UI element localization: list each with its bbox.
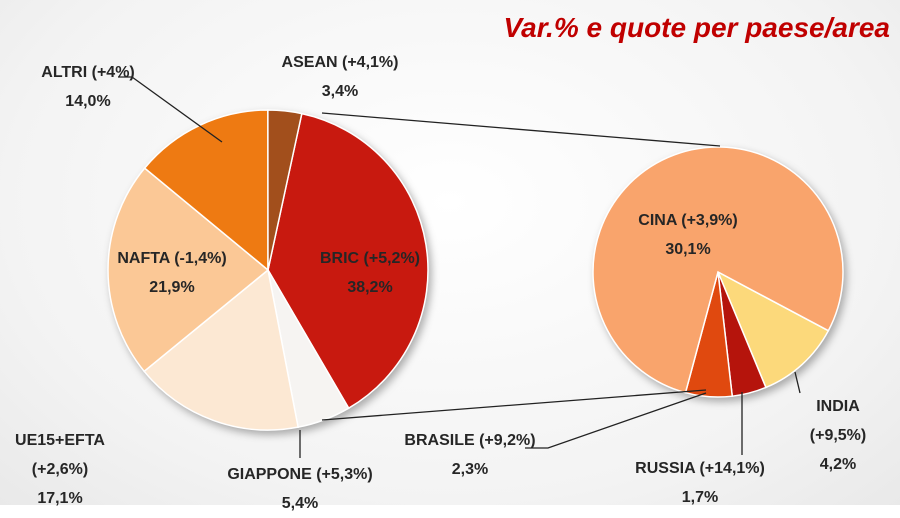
data-label: INDIA (+9,5%) 4,2%	[807, 392, 869, 479]
label-text: 17,1%	[37, 490, 83, 507]
label-text: INDIA (+9,5%)	[809, 398, 867, 444]
label-text: NAFTA (-1,4%)	[117, 250, 227, 267]
connector	[321, 112, 721, 147]
label-text: 14,0%	[65, 93, 111, 110]
label-text: 21,9%	[149, 279, 195, 296]
label-text: 5,4%	[281, 495, 319, 512]
data-label: GIAPPONE (+5,3%) 5,4%	[227, 460, 372, 518]
label-text: 3,4%	[321, 83, 359, 100]
label-text: UE15+EFTA (+2,6%)	[15, 432, 105, 478]
label-text: ALTRI (+4%)	[41, 64, 135, 81]
leaders	[118, 76, 801, 458]
label-text: RUSSIA (+14,1%)	[635, 460, 765, 477]
label-text: ASEAN (+4,1%)	[281, 54, 399, 71]
leader-line	[118, 76, 223, 143]
chart-title: Var.% e quote per paese/area	[503, 12, 891, 43]
pie-slice	[107, 167, 270, 373]
label-text: BRIC (+5,2%)	[319, 250, 421, 267]
label-text: 4,2%	[819, 456, 857, 473]
data-label: CINA (+3,9%) 30,1%	[638, 206, 737, 264]
label-text: 30,1%	[665, 241, 711, 258]
data-label: UE15+EFTA (+2,6%) 17,1%	[15, 426, 105, 513]
data-label: BRASILE (+9,2%) 2,3%	[404, 426, 535, 484]
label-text: CINA (+3,9%)	[638, 212, 738, 229]
leader-line	[525, 392, 707, 449]
data-label: RUSSIA (+14,1%) 1,7%	[635, 454, 765, 512]
pie-slice	[267, 109, 303, 271]
pies	[107, 109, 844, 431]
label-text: GIAPPONE (+5,3%)	[227, 466, 373, 483]
connector	[321, 389, 707, 421]
label-text: BRASILE (+9,2%)	[404, 432, 536, 449]
label-text: 2,3%	[451, 461, 489, 478]
data-label: ASEAN (+4,1%) 3,4%	[282, 48, 399, 106]
data-label: BRIC (+5,2%) 38,2%	[320, 244, 420, 302]
pie-slice	[716, 270, 830, 389]
pie-slice	[592, 146, 844, 394]
pie-slice	[267, 112, 429, 410]
label-text: 38,2%	[347, 279, 393, 296]
label-text: 1,7%	[681, 489, 719, 506]
pie-slice	[143, 268, 299, 431]
data-label: NAFTA (-1,4%) 21,9%	[117, 244, 226, 302]
leader-line	[794, 371, 801, 394]
data-label: ALTRI (+4%) 14,0%	[41, 58, 134, 116]
chart-svg	[107, 76, 844, 458]
